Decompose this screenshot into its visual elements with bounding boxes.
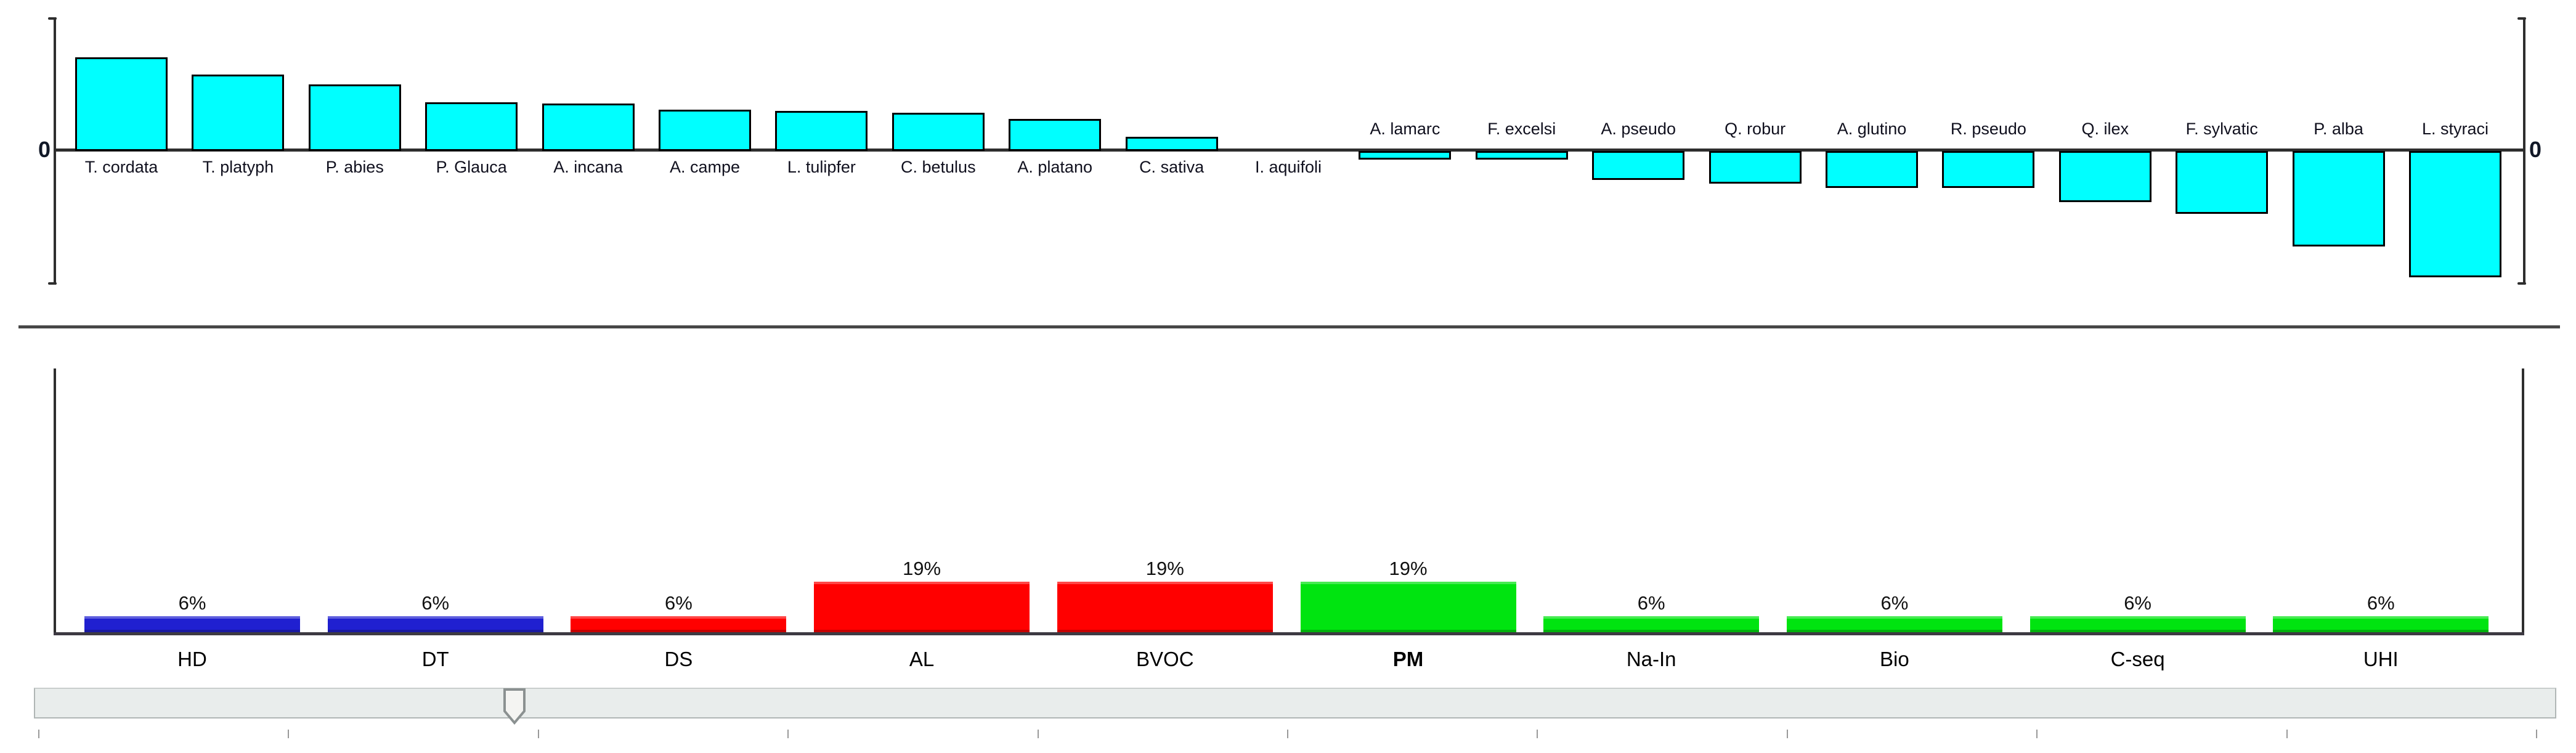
top-chart-category-label: L. tulipfer (787, 158, 856, 176)
bottom-chart-data-label: 6% (2367, 592, 2395, 614)
top-chart-bar (2176, 151, 2269, 214)
bottom-chart-data-label: 6% (2124, 592, 2151, 614)
top-chart-bar (892, 113, 985, 151)
bottom-chart-bar (1300, 582, 1516, 632)
top-chart-bar (775, 111, 868, 151)
top-chart-bar (542, 104, 635, 151)
bottom-chart-bar (571, 616, 787, 632)
panel-divider (18, 325, 2560, 328)
top-chart-bar (1475, 151, 1568, 160)
slider-tick (2286, 730, 2288, 738)
top-chart-category-label: A. incana (553, 158, 623, 176)
top-chart-bar (308, 84, 401, 151)
slider-tick (288, 730, 290, 738)
bottom-chart-bar (1543, 616, 1760, 632)
top-chart-category-label: A. glutino (1837, 120, 1907, 138)
bottom-chart-left-axis (54, 368, 56, 635)
top-chart-bar (1942, 151, 2035, 188)
bottom-chart-x-axis (54, 632, 2524, 635)
top-chart-category-label: P. Glauca (436, 158, 507, 176)
bottom-chart-category-label: BVOC (1136, 648, 1194, 670)
slider-tick (1037, 730, 1039, 738)
top-chart-left-axis-bottom-cap (48, 282, 57, 285)
top-chart-bar (1592, 151, 1685, 180)
slider-tick (1537, 730, 1538, 738)
top-chart-category-label: Q. robur (1725, 120, 1786, 138)
top-chart-category-label: Q. ilex (2081, 120, 2129, 138)
bottom-chart-data-label: 6% (664, 592, 693, 614)
top-chart-bar (659, 110, 751, 151)
top-chart-left-axis-top-cap (48, 17, 57, 20)
bottom-chart-category-label: AL (909, 648, 935, 670)
top-chart-category-label: A. lamarc (1370, 120, 1440, 138)
top-chart-category-label: C. sativa (1139, 158, 1205, 176)
top-chart-category-label: A. platano (1017, 158, 1092, 176)
bottom-chart-category-label: HD (177, 648, 207, 670)
slider-tick (2536, 730, 2537, 738)
top-chart-category-label: R. pseudo (1950, 120, 2026, 138)
bottom-chart-category-label: DT (421, 648, 449, 670)
slider-tick (1287, 730, 1288, 738)
top-chart-category-label: L. styraci (2421, 120, 2489, 138)
top-chart-category-label: P. alba (2314, 120, 2363, 138)
bottom-chart-category-label: UHI (2363, 648, 2399, 670)
slider-tick (787, 730, 789, 738)
top-chart-zero-label-right: 0 (2529, 137, 2542, 162)
top-chart-category-label: F. sylvatic (2185, 120, 2258, 138)
bottom-chart-category-label: DS (664, 648, 693, 670)
top-chart-bar (1009, 119, 1102, 151)
top-chart-bar (2292, 151, 2385, 246)
bottom-chart-data-label: 6% (1637, 592, 1665, 614)
top-chart-bar (1709, 151, 1802, 184)
bottom-chart-bar (2030, 616, 2246, 632)
top-chart-bar (2058, 151, 2151, 202)
bottom-chart-data-label: 6% (1880, 592, 1909, 614)
slider-tick (38, 730, 39, 738)
top-chart-category-label: T. cordata (84, 158, 158, 176)
top-chart-right-axis-top-cap (2517, 17, 2526, 20)
bottom-chart-bar (1057, 582, 1273, 632)
bottom-chart-bar (84, 616, 300, 632)
bottom-chart-data-label: 19% (903, 558, 941, 579)
bottom-chart-bar (1786, 616, 2002, 632)
top-chart-bar (2409, 151, 2501, 277)
top-chart-category-label: C. betulus (901, 158, 976, 176)
top-chart-zero-line (54, 149, 2525, 152)
top-chart-bar (1125, 137, 1218, 151)
bottom-chart-data-label: 19% (1145, 558, 1184, 579)
bottom-chart-category-label: Na-In (1626, 648, 1676, 670)
bottom-chart-bar (814, 582, 1030, 632)
top-chart-category-label: P. abies (325, 158, 384, 176)
top-chart-right-axis-bottom-cap (2517, 282, 2526, 285)
top-chart-bar (425, 102, 518, 151)
top-chart-category-label: A. pseudo (1601, 120, 1676, 138)
slider-thumb[interactable] (503, 688, 526, 726)
top-chart-category-label: T. platyph (202, 158, 274, 176)
bottom-chart-data-label: 19% (1389, 558, 1428, 579)
top-chart-bar (192, 75, 285, 151)
top-chart-category-label: I. aquifoli (1254, 158, 1322, 176)
bottom-chart-data-label: 6% (421, 592, 450, 614)
bottom-chart-right-axis (2522, 368, 2524, 635)
bottom-chart-category-label: Bio (1880, 648, 1909, 670)
bottom-chart-bar (2273, 616, 2489, 632)
top-chart-zero-label-left: 0 (38, 137, 51, 162)
top-chart-bar (1826, 151, 1918, 188)
bottom-chart-data-label: 6% (178, 592, 206, 614)
bottom-chart-bar (327, 616, 543, 632)
top-chart-category-label: A. campe (669, 158, 741, 176)
slider-tick (2036, 730, 2038, 738)
top-chart-category-label: F. excelsi (1487, 120, 1556, 138)
horizontal-slider-track[interactable] (34, 688, 2556, 718)
bottom-chart-category-label: PM (1392, 648, 1424, 670)
top-chart-bar (1359, 151, 1452, 160)
top-chart-bar (75, 57, 168, 151)
slider-tick (1786, 730, 1788, 738)
bottom-chart-category-label: C-seq (2110, 648, 2165, 670)
slider-tick (537, 730, 539, 738)
